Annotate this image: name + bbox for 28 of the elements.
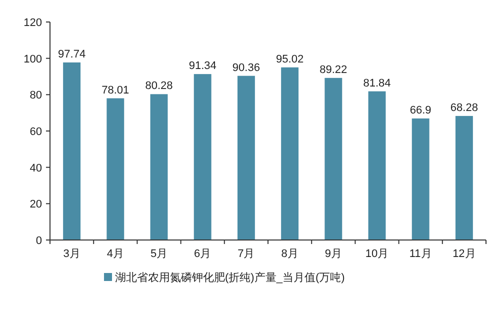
data-label: 66.9: [410, 104, 432, 116]
y-tick-label: 60: [30, 126, 42, 138]
data-label: 91.34: [188, 60, 216, 72]
data-label: 78.01: [102, 84, 130, 96]
y-tick-label: 100: [24, 53, 42, 66]
data-label: 90.36: [232, 62, 260, 74]
x-tick-label: 7月: [238, 248, 255, 260]
data-label: 81.84: [363, 77, 391, 90]
data-label: 68.28: [450, 102, 478, 114]
x-tick-label: 3月: [63, 248, 80, 260]
y-tick-label: 80: [30, 90, 42, 102]
x-tick-label: 10月: [365, 248, 389, 260]
y-tick-label: 120: [24, 17, 42, 29]
x-tick-label: 6月: [194, 248, 212, 260]
x-tick-label: 12月: [452, 248, 476, 260]
legend-label: 湖北省农用氮磷钾化肥(折纯)产量_当月值(万吨): [115, 271, 345, 284]
x-tick-label: 8月: [281, 248, 298, 260]
data-label: 95.02: [276, 53, 304, 66]
y-tick-label: 0: [36, 235, 42, 247]
data-label: 89.22: [320, 64, 348, 76]
x-tick-label: 9月: [324, 248, 342, 260]
y-tick-label: 20: [30, 198, 42, 211]
data-label: 80.28: [145, 80, 173, 92]
y-tick-label: 40: [30, 162, 42, 174]
x-tick-label: 4月: [106, 248, 124, 260]
x-tick-label: 5月: [150, 248, 168, 260]
data-label: 97.74: [58, 48, 86, 60]
x-tick-label: 11月: [409, 248, 432, 260]
